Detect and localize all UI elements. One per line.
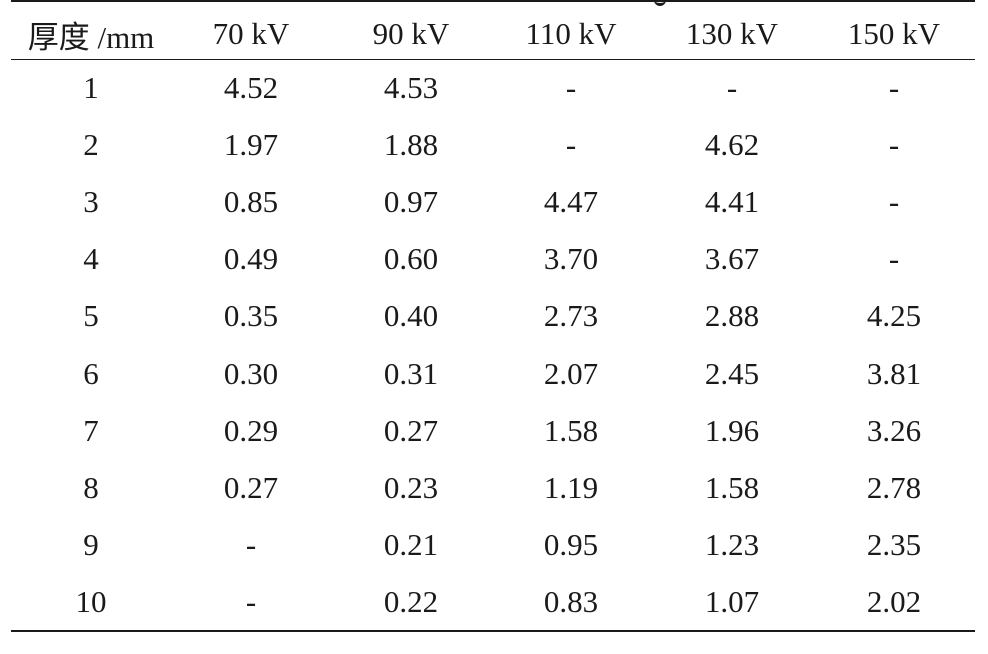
table-cell-thickness: 6 (83, 355, 99, 391)
table-row: 7 0.29 0.27 1.58 1.96 3.26 (11, 402, 975, 459)
table-cell-130kv: - (726, 70, 738, 106)
table-row: 2 1.97 1.88 - 4.62 - (11, 116, 975, 173)
table-cell-70kv: 4.52 (223, 70, 279, 106)
table-cell-70kv: - (245, 527, 257, 563)
table-cell-90kv: 0.21 (383, 527, 439, 563)
column-header-110kv: 110 kV (491, 0, 651, 60)
table-cell-90kv: 0.22 (331, 573, 491, 632)
table-cell-110kv: - (565, 126, 577, 162)
table-cell-90kv: 1.88 (383, 126, 439, 162)
table-cell-70kv: 1.97 (223, 126, 279, 162)
table-cell-110kv: 4.47 (543, 183, 599, 219)
table-cell-130kv: 4.41 (704, 183, 760, 219)
table-cell-130kv: 2.45 (704, 355, 760, 391)
table-cell-70kv: 0.49 (223, 241, 279, 277)
table-body: 1 4.52 4.53 - - - 2 1.97 1.88 - 4.62 - 3 0.85 0.97 4.47… (11, 59, 975, 632)
table-cell-150kv: - (888, 183, 900, 219)
table-cell-130kv: 1.58 (704, 469, 760, 505)
table-cell-70kv: 0.27 (223, 469, 279, 505)
table-cell-thickness: 5 (83, 298, 99, 334)
column-header-90kv: 90 kV (331, 0, 491, 60)
table-cell-70kv: - (171, 573, 331, 632)
table-row: 10-0.22 0.83 1.07 2.02 (11, 573, 975, 632)
table-cell-130kv: 1.07 (651, 573, 813, 632)
column-header-thickness: 厚度 /mm (11, 0, 171, 60)
table-row: 8 0.27 0.23 1.19 1.58 2.78 (11, 459, 975, 516)
table-cell-70kv: 0.29 (223, 412, 279, 448)
table-row: 1 4.52 4.53 - - - (11, 59, 975, 116)
table-row: 6 0.30 0.31 2.07 2.45 3.81 (11, 345, 975, 402)
data-table: 厚度 /mm 70 kV 90 kV 110 kV 130 kV 150 kV … (11, 0, 975, 632)
table-cell-110kv: 1.58 (543, 412, 599, 448)
table-cell-thickness: 7 (83, 412, 99, 448)
table-cell-110kv: 2.07 (543, 355, 599, 391)
table-cell-90kv: 4.53 (383, 70, 439, 106)
table-header: 厚度 /mm 70 kV 90 kV 110 kV 130 kV 150 kV (11, 0, 975, 60)
table-cell-70kv: 0.30 (223, 355, 279, 391)
table-cell-thickness: 9 (83, 527, 99, 563)
table-cell-70kv: 0.35 (223, 298, 279, 334)
table-row: 4 0.49 0.60 3.70 3.67 - (11, 231, 975, 288)
table-cell-130kv: 3.67 (704, 241, 760, 277)
table-cell-150kv: 3.26 (866, 412, 922, 448)
table-cell-90kv: 0.97 (383, 183, 439, 219)
table-cell-thickness: 1 (83, 70, 99, 106)
table-cell-130kv: 1.23 (704, 527, 760, 563)
table-cell-thickness: 8 (83, 469, 99, 505)
table-row: 3 0.85 0.97 4.47 4.41 - (11, 173, 975, 230)
table-cell-110kv: 1.19 (543, 469, 599, 505)
table-cell-150kv: - (888, 70, 900, 106)
column-header-130kv: 130 kV (651, 0, 813, 60)
header-row: 厚度 /mm 70 kV 90 kV 110 kV 130 kV 150 kV (11, 0, 975, 60)
column-header-70kv: 70 kV (171, 0, 331, 60)
table-row: 9 - 0.21 0.95 1.23 2.35 (11, 517, 975, 574)
table-cell-110kv: 2.73 (543, 298, 599, 334)
table-cell-90kv: 0.31 (383, 355, 439, 391)
table-cell-thickness: 4 (83, 241, 99, 277)
table-cell-110kv: - (565, 70, 577, 106)
table-cell-150kv: 2.78 (866, 469, 922, 505)
table-cell-150kv: 3.81 (866, 355, 922, 391)
table-cell-130kv: 2.88 (704, 298, 760, 334)
table-cell-thickness: 10 (11, 573, 171, 632)
table-cell-150kv: 4.25 (866, 298, 922, 334)
table-cell-130kv: 1.96 (704, 412, 760, 448)
table-cell-90kv: 0.40 (383, 298, 439, 334)
table-cell-150kv: 2.35 (866, 527, 922, 563)
table-cell-90kv: 0.23 (383, 469, 439, 505)
table-cell-thickness: 3 (83, 183, 99, 219)
table-cell-150kv: - (888, 241, 900, 277)
table-cell-90kv: 0.27 (383, 412, 439, 448)
table-cell-thickness: 2 (83, 126, 99, 162)
table-cell-110kv: 3.70 (543, 241, 599, 277)
table-cell-110kv: 0.83 (491, 573, 651, 632)
data-table-container: 厚度 /mm 70 kV 90 kV 110 kV 130 kV 150 kV … (11, 0, 975, 632)
table-cell-150kv: 2.02 (813, 573, 975, 632)
table-cell-130kv: 4.62 (704, 126, 760, 162)
table-cell-90kv: 0.60 (383, 241, 439, 277)
column-header-150kv: 150 kV (813, 0, 975, 60)
table-row: 5 0.35 0.40 2.73 2.88 4.25 (11, 288, 975, 345)
table-cell-150kv: - (888, 126, 900, 162)
table-cell-70kv: 0.85 (223, 183, 279, 219)
table-cell-110kv: 0.95 (543, 527, 599, 563)
